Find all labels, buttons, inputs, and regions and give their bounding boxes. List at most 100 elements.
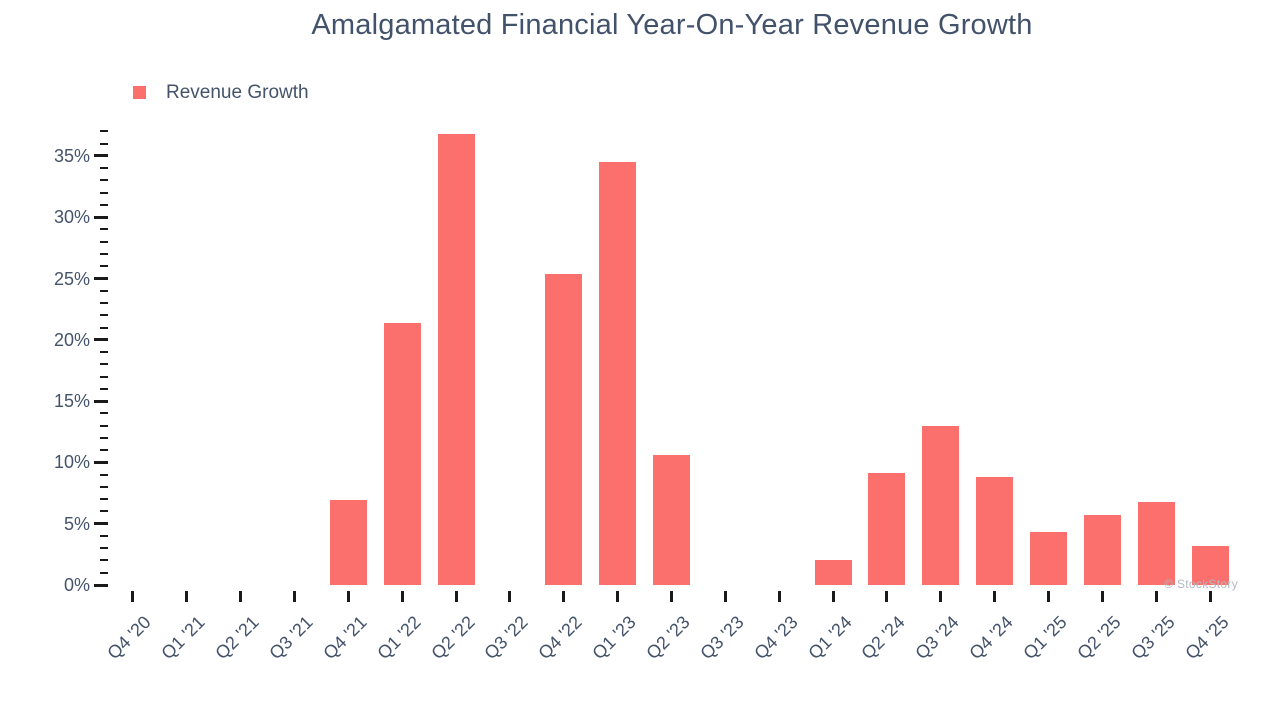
x-tick-label-q4-25: Q4 '25: [1180, 612, 1233, 664]
bar-q1-22: [383, 322, 421, 585]
y-minor-tick: [100, 534, 108, 537]
x-tick: [885, 591, 889, 602]
x-tick: [239, 591, 243, 602]
y-minor-tick: [100, 314, 108, 317]
x-tick: [993, 591, 997, 602]
x-tick: [1154, 591, 1158, 602]
x-tick: [185, 591, 189, 602]
y-tick-label: 35%: [53, 145, 90, 166]
x-tick-label-q3-21: Q3 '21: [265, 612, 317, 664]
y-minor-tick: [100, 179, 108, 182]
y-major-tick: [94, 277, 108, 280]
y-minor-tick: [100, 363, 108, 366]
x-tick: [723, 591, 727, 602]
x-tick-label-q2-23: Q2 '23: [642, 612, 694, 664]
y-minor-tick: [100, 559, 108, 562]
x-tick-label-q2-22: Q2 '22: [426, 612, 479, 664]
x-tick: [293, 591, 296, 602]
bar-q4-25: [1191, 545, 1229, 585]
legend-series-label: Revenue Growth: [166, 82, 309, 103]
bar-q3-25: [1137, 501, 1175, 585]
y-minor-tick: [100, 130, 108, 133]
y-minor-tick: [100, 228, 108, 231]
x-tick: [400, 591, 404, 602]
bar-q1-23: [599, 162, 637, 585]
y-major-tick: [94, 460, 108, 464]
y-minor-tick: [100, 547, 108, 550]
legend[interactable]: Revenue Growth: [133, 83, 309, 102]
x-tick: [670, 591, 673, 602]
y-minor-tick: [100, 167, 108, 170]
x-tick: [1100, 591, 1104, 602]
legend-marker-swatch: [133, 86, 146, 99]
x-tick: [777, 591, 781, 602]
y-tick-label: 25%: [53, 268, 90, 289]
x-tick: [1208, 591, 1212, 602]
y-minor-tick: [100, 240, 108, 243]
y-minor-tick: [100, 375, 108, 378]
bar-q4-22: [545, 273, 583, 585]
x-tick: [508, 591, 512, 602]
y-tick-label: 15%: [53, 391, 90, 412]
x-tick: [562, 591, 566, 602]
bar-q2-25: [1083, 515, 1121, 585]
y-major-tick: [94, 215, 108, 219]
x-tick: [831, 591, 835, 602]
x-tick-label-q4-24: Q4 '24: [965, 612, 1017, 664]
y-tick-label: 20%: [53, 329, 90, 350]
x-tick-label-q2-21: Q2 '21: [211, 612, 263, 664]
stockstory-watermark: © StockStory: [1164, 577, 1238, 591]
y-minor-tick: [100, 289, 108, 292]
x-tick-label-q4-23: Q4 '23: [750, 612, 802, 664]
x-tick-label-q2-25: Q2 '25: [1073, 612, 1125, 664]
y-minor-tick: [100, 302, 108, 305]
x-tick: [1047, 591, 1050, 602]
bar-q1-24: [814, 560, 852, 585]
y-tick-label: 30%: [53, 207, 90, 228]
y-minor-tick: [100, 510, 108, 513]
y-minor-tick: [100, 351, 108, 354]
x-tick-label-q3-22: Q3 '22: [480, 612, 533, 664]
y-tick-label: 5%: [63, 513, 90, 534]
y-minor-tick: [100, 412, 108, 415]
y-major-tick: [94, 338, 108, 342]
x-tick-label-q1-25: Q1 '25: [1019, 612, 1071, 664]
y-tick-label: 10%: [53, 452, 90, 473]
y-minor-tick: [100, 326, 108, 329]
y-minor-tick: [100, 485, 108, 488]
y-major-tick: [94, 399, 108, 403]
x-tick-label-q3-24: Q3 '24: [911, 612, 963, 664]
x-tick-label-q3-25: Q3 '25: [1127, 612, 1179, 664]
bar-q3-24: [922, 425, 960, 585]
y-minor-tick: [100, 424, 108, 427]
y-minor-tick: [100, 142, 108, 145]
chart-title: Amalgamated Financial Year-On-Year Reven…: [311, 9, 1033, 41]
x-tick-label-q4-22: Q4 '22: [534, 612, 586, 664]
y-minor-tick: [100, 387, 108, 390]
x-tick-label-q2-24: Q2 '24: [857, 612, 910, 664]
y-minor-tick: [100, 252, 108, 255]
y-major-tick: [94, 522, 108, 526]
y-minor-tick: [100, 473, 108, 476]
bar-q2-24: [868, 473, 906, 585]
y-major-tick: [94, 583, 108, 587]
bar-q4-21: [329, 500, 367, 585]
y-tick-label: 0%: [63, 575, 90, 595]
y-minor-tick: [100, 203, 108, 206]
x-tick: [454, 591, 458, 602]
bar-q1-25: [1030, 532, 1067, 585]
bar-q4-24: [976, 477, 1014, 585]
y-minor-tick: [100, 436, 108, 439]
x-tick-label-q1-23: Q1 '23: [588, 612, 640, 664]
y-minor-tick: [100, 265, 108, 268]
y-minor-tick: [100, 191, 108, 194]
x-tick: [939, 591, 943, 602]
x-tick-label-q1-24: Q1 '24: [803, 612, 856, 664]
y-minor-tick: [100, 498, 108, 501]
y-major-tick: [94, 154, 108, 158]
bar-q2-23: [653, 455, 690, 585]
x-tick-label-q4-20: Q4 '20: [103, 612, 156, 664]
x-tick: [131, 591, 135, 602]
x-tick-label-q1-21: Q1 '21: [157, 612, 209, 664]
